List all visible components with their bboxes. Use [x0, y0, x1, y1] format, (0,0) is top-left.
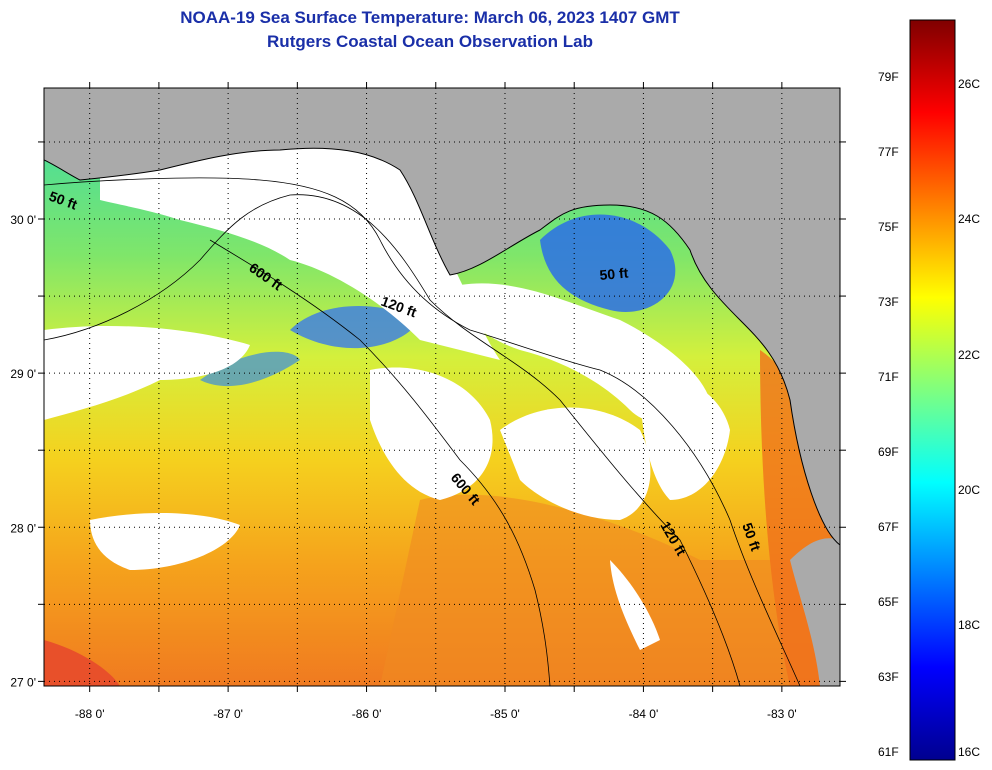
contour-label: 50 ft [599, 265, 629, 283]
colorbar-fahrenheit-label: 79F [878, 69, 899, 84]
map-subtitle: Rutgers Coastal Ocean Observation Lab [267, 32, 593, 51]
cloud-cover [44, 325, 250, 420]
lon-tick-label: -86 0' [352, 707, 382, 721]
contour-120ft [44, 194, 741, 686]
warm-water-southwest [44, 640, 120, 686]
colorbar-fahrenheit-label: 69F [878, 445, 899, 460]
cloud-cover [610, 560, 660, 650]
colorbar-fahrenheit-label: 71F [878, 370, 899, 385]
colorbar-fahrenheit-label: 77F [878, 144, 899, 159]
cool-water-area [200, 351, 300, 387]
map-frame [43, 87, 841, 687]
lat-tick-label: 27 0' [10, 675, 36, 689]
colorbar-celsius-label: 20C [958, 482, 981, 497]
colorbar-fahrenheit-label: 67F [878, 520, 899, 535]
lon-tick-label: -85 0' [490, 707, 520, 721]
colorbar-celsius-label: 16C [958, 745, 981, 759]
lat-tick-label: 28 0' [10, 521, 36, 535]
cloud-cover [90, 513, 240, 570]
warm-water-area [380, 494, 840, 686]
coastline [44, 147, 840, 546]
cloud-cover [100, 110, 500, 360]
cool-water-area [290, 306, 420, 349]
colorbar-celsius-label: 26C [958, 77, 981, 92]
map-plot-area: 50 ft 600 ft 120 ft 50 ft 600 ft 120 ft … [44, 88, 840, 686]
contour-600ft [209, 239, 551, 686]
colorbar-celsius-label: 18C [958, 617, 981, 632]
lat-tick-label: 30 0' [10, 213, 36, 227]
colorbar-fahrenheit-label: 65F [878, 595, 899, 610]
colorbar [909, 19, 956, 761]
colorbar-celsius-label: 24C [958, 212, 981, 227]
cloud-cover [500, 407, 651, 520]
colorbar-fahrenheit-label: 61F [878, 745, 899, 759]
cloud-cover [370, 367, 493, 500]
lat-tick-label: 29 0' [10, 367, 36, 381]
land-mass [790, 538, 840, 686]
colorbar-fahrenheit-label: 63F [878, 670, 899, 685]
colorbar-fahrenheit-label: 73F [878, 294, 899, 309]
lon-tick-label: -84 0' [629, 707, 659, 721]
colorbar-fahrenheit-label: 75F [878, 219, 899, 234]
cloud-cover [640, 377, 730, 500]
lon-tick-label: -83 0' [767, 707, 797, 721]
axis-ticks: -88 0' -87 0' -86 0' -85 0' -84 0' -83 0' 30 0… [10, 82, 846, 721]
contour-50ft [44, 177, 801, 686]
colorbar-celsius-label: 22C [958, 347, 981, 362]
land-mass [44, 88, 840, 545]
lon-tick-label: -88 0' [75, 707, 105, 721]
lon-tick-label: -87 0' [213, 707, 243, 721]
map-title: NOAA-19 Sea Surface Temperature: March 0… [180, 8, 680, 27]
